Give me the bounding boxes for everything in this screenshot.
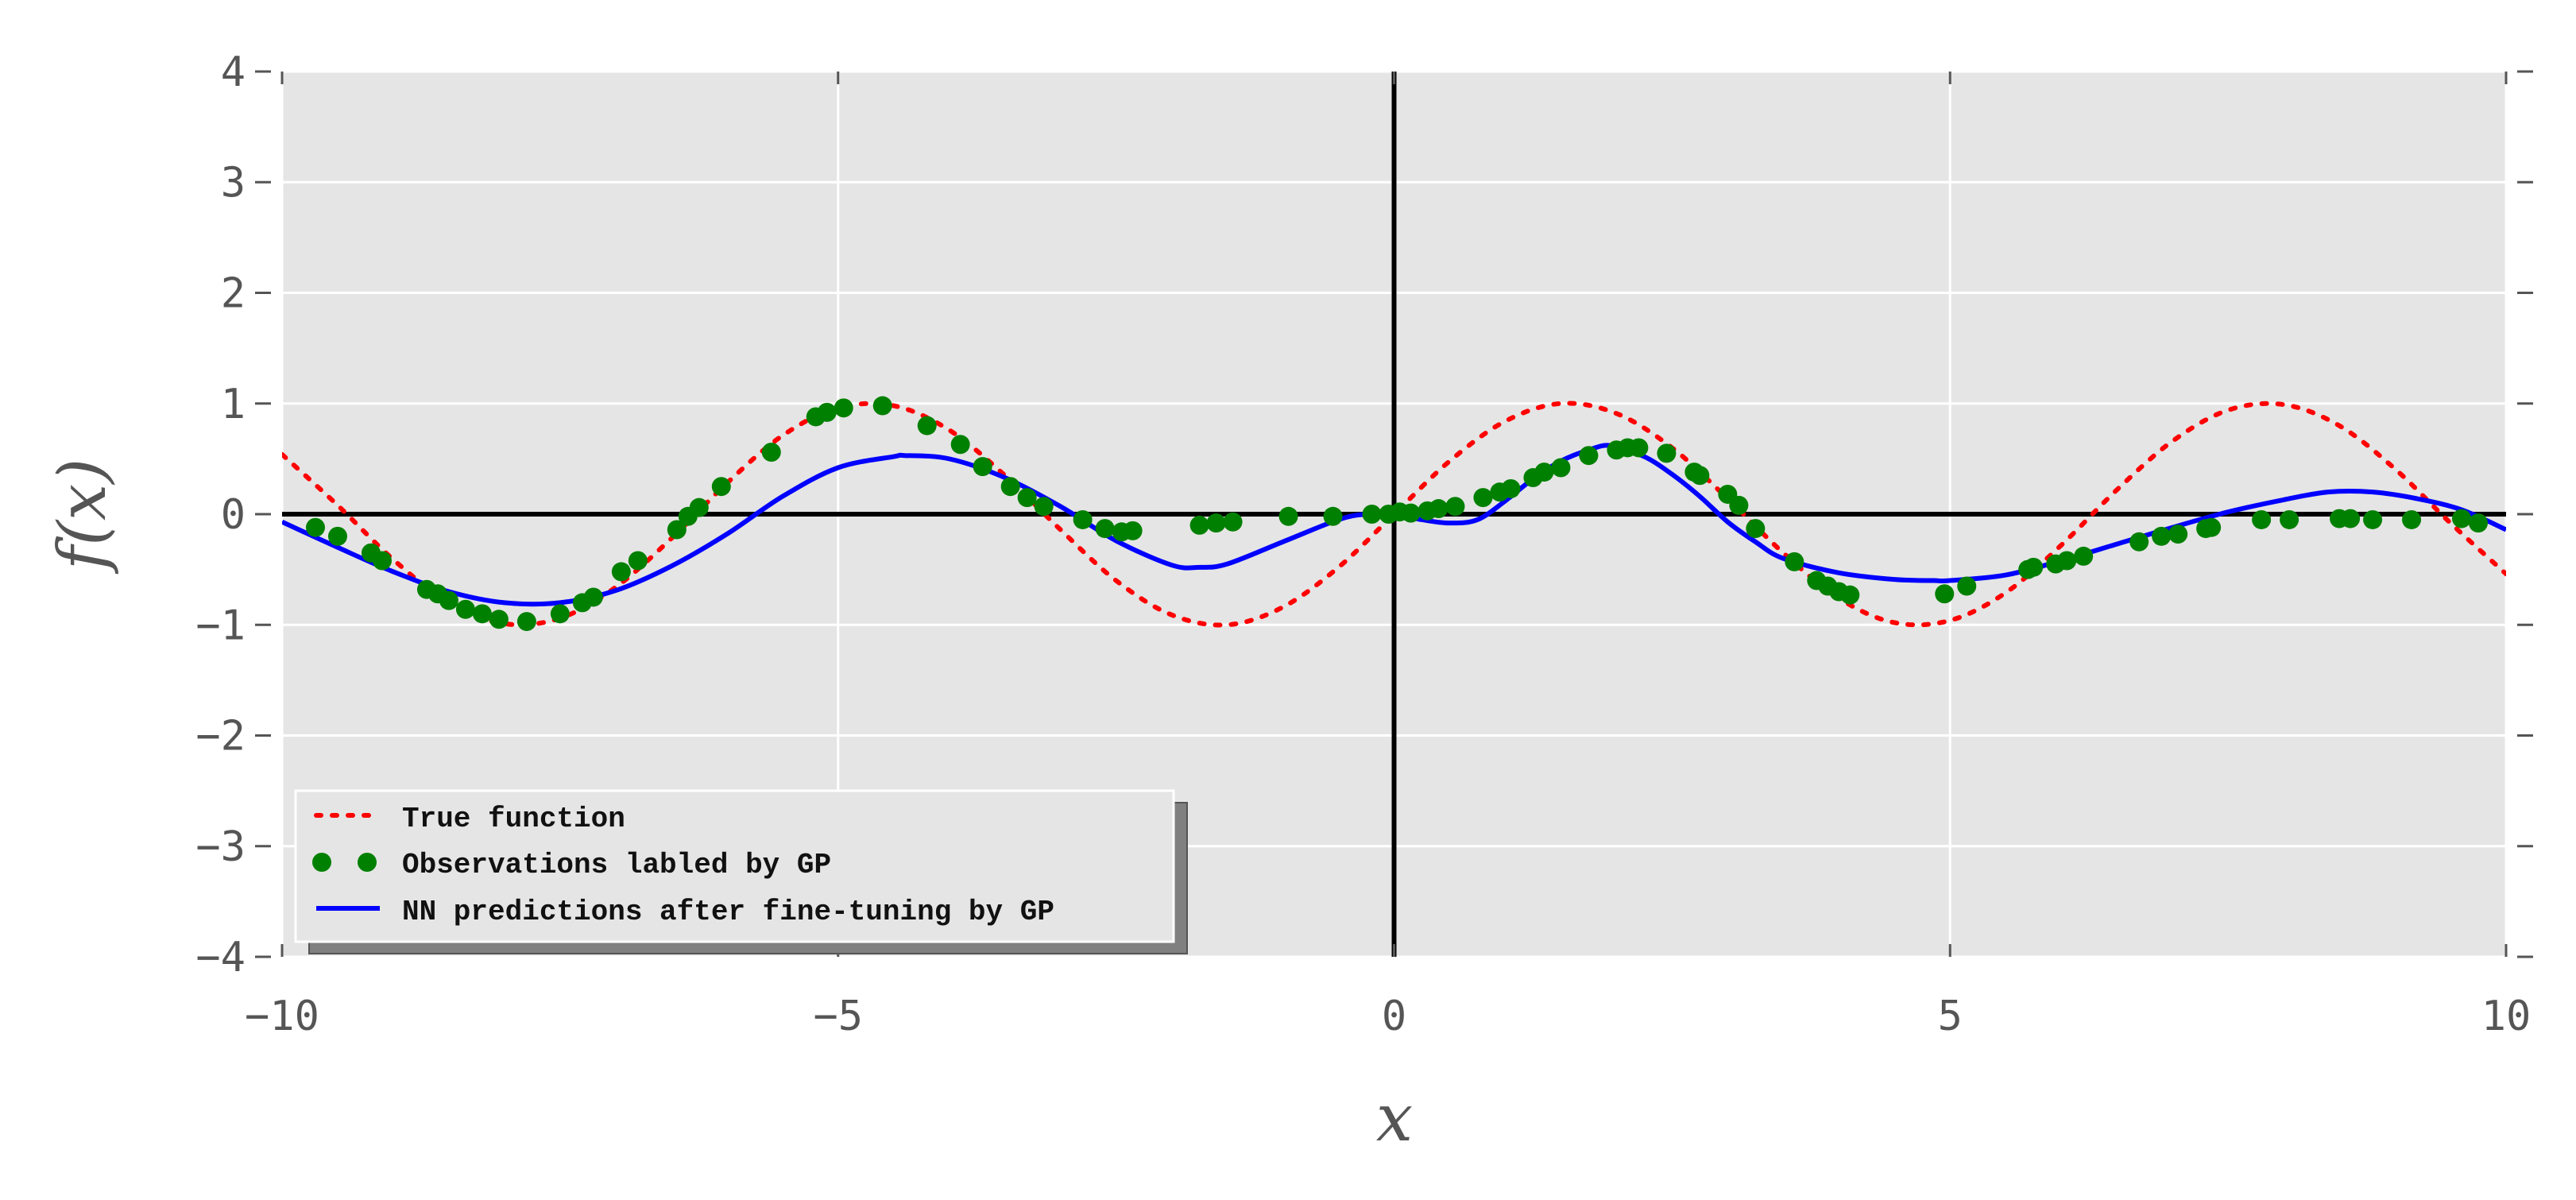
observation-point [761, 443, 781, 463]
observation-point [1729, 495, 1749, 515]
observation-point [689, 497, 709, 517]
x-tick-label: −10 [245, 993, 319, 1040]
observation-point [455, 599, 475, 619]
y-tick-label: 3 [221, 159, 246, 207]
observation-point [372, 551, 392, 571]
observation-point [628, 551, 648, 571]
observation-point [872, 396, 892, 416]
observation-point [1935, 584, 1955, 604]
observation-point [1957, 576, 1977, 596]
series-line-true-function [282, 401, 2506, 628]
observation-point [583, 587, 603, 607]
observation-point [2452, 509, 2472, 528]
observation-point [1473, 488, 1493, 508]
observation-point [2363, 509, 2383, 529]
y-tick-label: 4 [221, 48, 246, 96]
x-tick-labels: −10 −5 0 5 10 [245, 993, 2531, 1040]
observation-point [667, 520, 687, 540]
y-tick-label: 0 [221, 491, 246, 539]
observation-point [1534, 463, 1554, 482]
observation-point [1657, 443, 1677, 463]
x-axis-label: x [1376, 1081, 1413, 1156]
observation-point [1690, 466, 1710, 486]
observation-point [1095, 519, 1115, 539]
y-tick-label: −1 [195, 602, 246, 649]
observation-point [1579, 446, 1599, 466]
observation-point [1073, 509, 1093, 529]
observation-point [439, 590, 458, 610]
x-tick-label: 10 [2481, 993, 2532, 1040]
observation-point [611, 562, 631, 582]
observation-point [2280, 509, 2299, 529]
observation-point [2402, 509, 2422, 529]
y-axis-label: f(x) [45, 459, 121, 575]
legend-label-true-function: True function [402, 803, 625, 835]
x-tick-label: −5 [813, 993, 863, 1040]
y-tick-labels: −4 −3 −2 −1 0 1 2 3 4 [195, 48, 246, 981]
x-tick-label: 5 [1938, 993, 1963, 1040]
observation-point [1034, 497, 1054, 517]
observation-point [1429, 499, 1449, 519]
x-tick-label: 0 [1382, 993, 1406, 1040]
y-tick-label: 1 [221, 381, 246, 428]
observation-point [1551, 458, 1571, 478]
observation-point [1206, 513, 1226, 533]
observation-point [1362, 505, 1382, 524]
observation-point [2168, 525, 2188, 544]
observation-point [2024, 557, 2044, 577]
observation-point [2202, 517, 2222, 537]
observation-point [516, 612, 536, 632]
observation-point [2469, 513, 2489, 533]
observation-point [1189, 515, 1209, 535]
observation-point [950, 435, 970, 455]
observation-point [2152, 526, 2172, 546]
legend-box [294, 789, 1175, 943]
axis-ticks [255, 70, 2533, 958]
observation-point [2341, 509, 2361, 528]
observation-point [1840, 585, 1860, 605]
observation-point [711, 477, 731, 497]
series-observations [305, 396, 2489, 632]
observation-point [1746, 519, 1766, 539]
observation-point [917, 416, 937, 435]
observation-point [973, 457, 992, 477]
observation-point [1278, 506, 1298, 526]
observation-point [550, 604, 570, 624]
observation-point [472, 604, 492, 624]
legend-label-nn-predictions: NN predictions after fine-tuning by GP [402, 896, 1054, 928]
observation-point [489, 610, 509, 629]
observation-point [1401, 503, 1421, 523]
legend-marker-observations [312, 853, 331, 872]
y-tick-label: −4 [195, 934, 246, 981]
observation-point [305, 517, 325, 537]
legend-label-observations: Observations labled by GP [402, 849, 831, 881]
y-tick-label: −3 [195, 823, 246, 871]
observation-point [2074, 546, 2094, 566]
observation-point [1123, 521, 1143, 540]
observation-point [1629, 438, 1649, 458]
legend: True function Observations labled by GP … [294, 789, 1188, 954]
observation-point [2129, 532, 2149, 552]
observation-point [1785, 552, 1804, 571]
observation-point [2057, 551, 2077, 571]
observation-point [2252, 509, 2272, 529]
series-layer [282, 396, 2506, 632]
observation-point [1445, 497, 1465, 517]
observation-point [1501, 478, 1521, 498]
observation-point [327, 526, 347, 546]
observation-point [817, 402, 837, 422]
observation-point [1017, 488, 1037, 508]
observation-point [834, 398, 853, 418]
observation-point [1323, 506, 1343, 526]
observation-point [1000, 477, 1020, 497]
y-tick-label: 2 [221, 270, 246, 318]
legend-marker-observations [358, 853, 377, 872]
observation-point [1223, 512, 1243, 532]
y-tick-label: −2 [195, 713, 246, 761]
